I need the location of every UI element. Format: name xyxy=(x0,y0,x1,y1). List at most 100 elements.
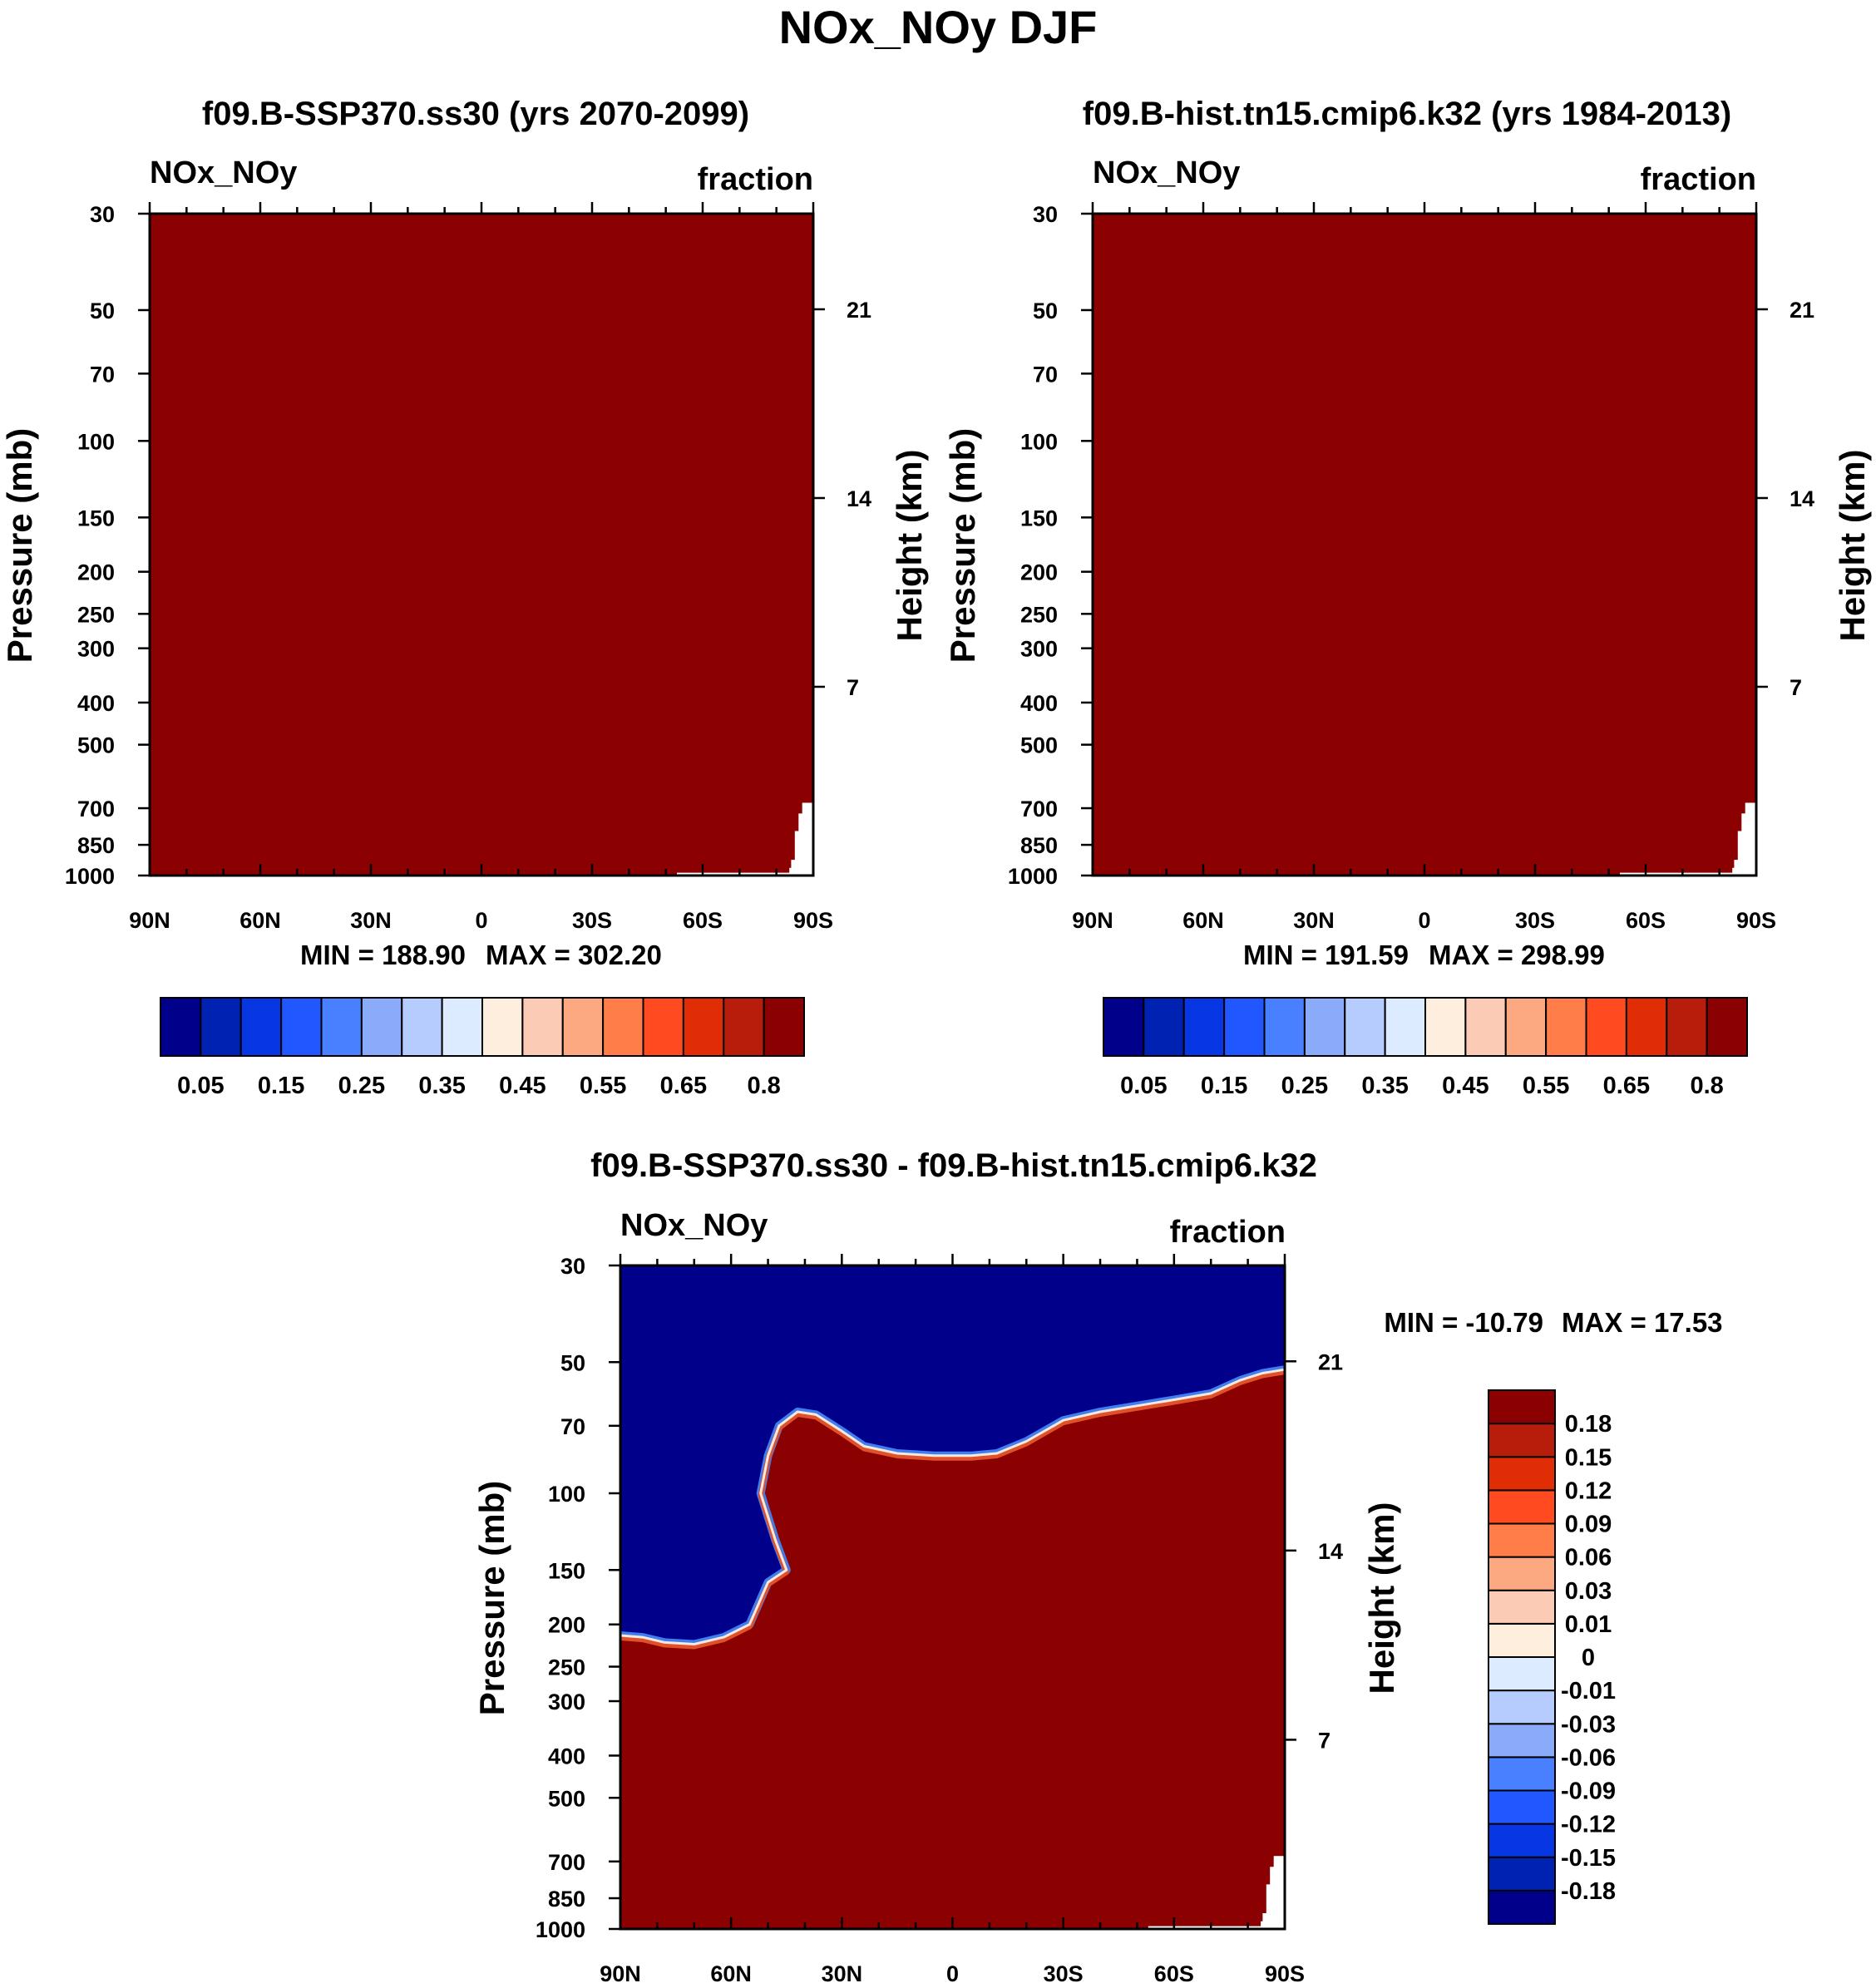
panel-diff-ytick-label: 400 xyxy=(548,1744,585,1768)
panel-left-colorbar-box xyxy=(401,997,443,1057)
panel-left-colorbar-label: 0.05 xyxy=(177,1073,224,1099)
panel-right-title: f09.B-hist.tn15.cmip6.k32 (yrs 1984-2013… xyxy=(1083,96,1731,132)
panel-diff-colorbar-box xyxy=(1488,1723,1556,1759)
panel-diff-colorbar-box xyxy=(1488,1889,1556,1925)
panel-left-colorbar-label: 0.35 xyxy=(418,1073,465,1099)
panel-right-colorbar-box xyxy=(1545,997,1587,1057)
panel-diff-colorbar-label: -0.09 xyxy=(1561,1778,1616,1805)
panel-diff-ytick-label: 300 xyxy=(548,1690,585,1714)
panel-left-colorbar-box xyxy=(441,997,483,1057)
panel-diff-xtick-label: 30S xyxy=(1044,1961,1084,1986)
panel-left-ytick-label: 200 xyxy=(77,560,115,585)
panel-right-ytick-label: 250 xyxy=(1020,602,1058,627)
panel-left-field xyxy=(150,214,813,876)
panel-left-xtick-label: 60N xyxy=(239,908,281,933)
panel-left-colorbar: 0.05 0.15 0.25 0.35 0.45 0.55 0.65 0.8 xyxy=(160,997,805,1099)
panel-diff-ytick-label: 1000 xyxy=(536,1917,585,1942)
panel-right-colorbar-box xyxy=(1666,997,1708,1057)
panel-right-variable: NOx_NOy xyxy=(1093,155,1240,190)
panel-diff-axes: 90N 60N 30N 0 30S 60S 90S 30 50 70 100 150 200 250 300… xyxy=(536,1254,1343,1986)
panel-left: f09.B-SSP370.ss30 (yrs 2070-2099) NOx_NO… xyxy=(0,96,929,1099)
panel-left-field-fill xyxy=(150,214,813,876)
panel-diff-boundary-line xyxy=(620,1368,1286,1645)
panel-diff-boundary-red xyxy=(620,1369,1286,1650)
panel-right-htick-label: 21 xyxy=(1790,298,1814,323)
panel-right-xtick-label: 30S xyxy=(1515,908,1555,933)
panel-diff-missing-data xyxy=(1148,1856,1285,1929)
panel-right-max-label: MAX = 298.99 xyxy=(1429,940,1605,970)
panel-right-ytick-label: 150 xyxy=(1020,506,1058,530)
panel-right-colorbar-box xyxy=(1464,997,1507,1057)
panel-left-ytick-label: 70 xyxy=(90,362,115,387)
panel-right-ytick-label: 500 xyxy=(1020,733,1058,758)
panel-diff-ytick-label: 200 xyxy=(548,1613,585,1638)
panel-right: f09.B-hist.tn15.cmip6.k32 (yrs 1984-2013… xyxy=(943,96,1872,1099)
panel-right-xtick-label: 90S xyxy=(1736,908,1776,933)
panel-left-ytick-label: 100 xyxy=(77,429,115,454)
panel-diff-colorbar-label: -0.06 xyxy=(1561,1744,1616,1771)
panel-left-colorbar-box xyxy=(521,997,564,1057)
panel-left-title: f09.B-SSP370.ss30 (yrs 2070-2099) xyxy=(202,96,749,132)
panel-diff-htick-label: 14 xyxy=(1318,1539,1343,1564)
panel-diff-htick-label: 21 xyxy=(1318,1349,1343,1374)
panel-diff-ytick-label: 50 xyxy=(560,1350,585,1375)
panel-left-ytick-label: 400 xyxy=(77,691,115,716)
panel-left-colorbar-label: 0.55 xyxy=(580,1073,626,1099)
panel-diff-colorbar-label: -0.12 xyxy=(1561,1812,1616,1838)
panel-diff-colorbar-box xyxy=(1488,1589,1556,1625)
panel-left-xtick-label: 60S xyxy=(683,908,723,933)
panel-right-xtick-label: 30N xyxy=(1293,908,1335,933)
panel-left-ytick-label: 850 xyxy=(77,833,115,858)
panel-left-xtick-label: 30S xyxy=(572,908,612,933)
panel-right-colorbar-box xyxy=(1504,997,1548,1057)
panel-left-colorbar-box xyxy=(239,997,283,1057)
panel-left-ytick-label: 1000 xyxy=(65,864,115,889)
panel-diff-colorbar-label: 0.01 xyxy=(1565,1611,1612,1638)
panel-diff-colorbar-label: -0.18 xyxy=(1561,1878,1616,1905)
panel-diff-ytick-label: 700 xyxy=(548,1850,585,1875)
panel-diff-colorbar-box xyxy=(1488,1789,1556,1825)
panel-left-min-label: MIN = 188.90 xyxy=(300,940,466,970)
panel-diff-colorbar-box xyxy=(1488,1856,1556,1892)
panel-diff-colorbar-label: 0.06 xyxy=(1565,1545,1612,1571)
panel-right-ytick-label: 1000 xyxy=(1008,864,1058,889)
panel-right-ytick-label: 400 xyxy=(1020,691,1058,716)
panel-right-min-label: MIN = 191.59 xyxy=(1243,940,1409,970)
panel-right-ytick-label: 50 xyxy=(1033,298,1058,323)
panel-diff-min-label: MIN = -10.79 xyxy=(1384,1307,1543,1338)
panel-diff-xtick-label: 0 xyxy=(946,1961,959,1986)
panel-diff-htick-label: 7 xyxy=(1318,1728,1330,1753)
panel-right-colorbar: 0.05 0.15 0.25 0.35 0.45 0.55 0.65 0.8 xyxy=(1103,997,1748,1099)
panel-left-colorbar-box xyxy=(280,997,323,1057)
panel-diff-colorbar-box xyxy=(1488,1756,1556,1792)
panel-right-colorbar-box xyxy=(1182,997,1226,1057)
panel-diff-ytick-label: 30 xyxy=(560,1254,585,1279)
panel-right-ytick-label: 200 xyxy=(1020,560,1058,585)
panel-diff-colorbar-box xyxy=(1488,1423,1556,1458)
panel-right-xtick-label: 90N xyxy=(1072,908,1113,933)
panel-left-colorbar-box xyxy=(682,997,725,1057)
panel-right-ylabel-right: Height (km) xyxy=(1833,450,1872,642)
panel-diff-colorbar-box xyxy=(1488,1823,1556,1858)
panel-right-colorbar-box xyxy=(1384,997,1426,1057)
panel-right-ytick-label: 850 xyxy=(1020,833,1058,858)
panel-diff-field xyxy=(620,1265,1286,1929)
panel-left-ylabel: Pressure (mb) xyxy=(0,428,39,663)
panel-diff-ylabel-right: Height (km) xyxy=(1362,1502,1401,1694)
panel-diff-ytick-label: 250 xyxy=(548,1655,585,1680)
panel-diff-xtick-label: 90S xyxy=(1265,1961,1305,1986)
panel-diff-colorbar-label: 0.09 xyxy=(1565,1512,1612,1538)
panel-right-colorbar-label: 0.25 xyxy=(1281,1073,1328,1099)
panel-diff-colorbar-label: -0.03 xyxy=(1561,1711,1616,1738)
panel-right-ytick-label: 100 xyxy=(1020,429,1058,454)
panel-right-colorbar-box xyxy=(1625,997,1668,1057)
panel-left-colorbar-label: 0.15 xyxy=(258,1073,304,1099)
panel-diff-colorbar-box xyxy=(1488,1389,1556,1425)
panel-diff-colorbar-box xyxy=(1488,1456,1556,1492)
panel-diff-positive-region xyxy=(620,1369,1285,1929)
panel-diff-ytick-label: 500 xyxy=(548,1786,585,1811)
panel-right-missing-data xyxy=(1620,802,1756,876)
panel-diff-ytick-label: 850 xyxy=(548,1887,585,1912)
panel-diff-variable: NOx_NOy xyxy=(620,1208,768,1243)
panel-right-colorbar-box xyxy=(1103,997,1145,1057)
